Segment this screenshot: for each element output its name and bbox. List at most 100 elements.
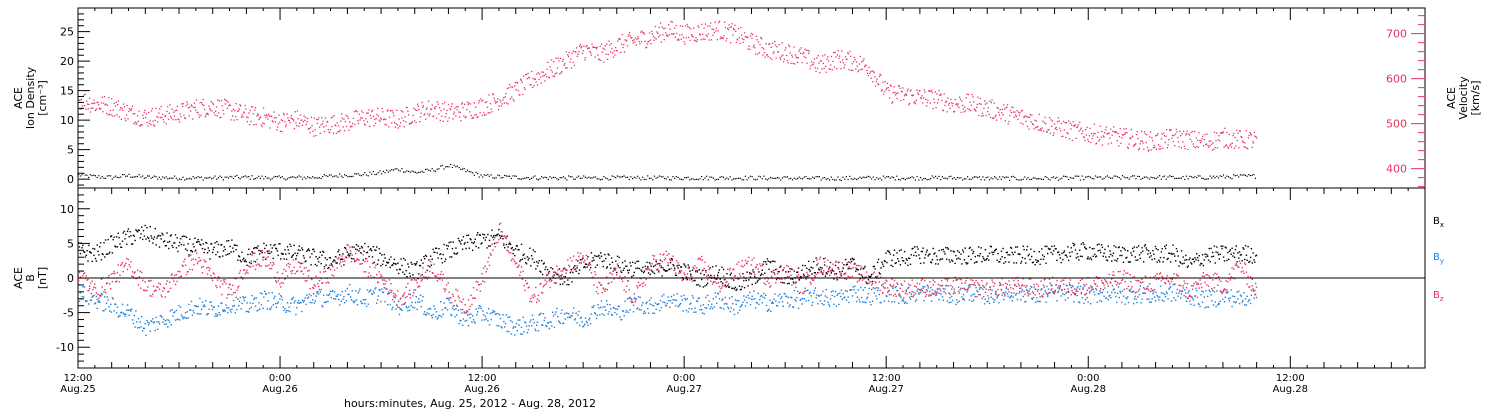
bx-point — [286, 246, 289, 248]
bx-point — [488, 245, 490, 247]
density-point — [349, 175, 351, 178]
bx-point — [996, 259, 998, 261]
by-point — [344, 290, 347, 292]
velocity-point — [86, 103, 89, 105]
by-point — [111, 297, 114, 299]
velocity-point — [572, 61, 574, 64]
velocity-point — [1199, 142, 1202, 144]
by-point — [254, 305, 257, 307]
bx-point — [862, 268, 864, 270]
bx-point — [663, 269, 666, 271]
bx-point — [718, 269, 721, 271]
bx-point — [767, 260, 769, 262]
bx-point — [663, 269, 665, 271]
density-point — [1212, 175, 1214, 177]
velocity-point — [114, 105, 117, 107]
by-point — [83, 296, 85, 298]
by-point — [544, 317, 546, 319]
by-point — [1057, 287, 1059, 289]
bx-point — [418, 273, 420, 275]
velocity-point — [1169, 129, 1171, 131]
velocity-point — [232, 115, 234, 117]
by-point — [614, 311, 616, 314]
by-point — [103, 309, 105, 312]
velocity-point — [976, 103, 978, 105]
density-point — [635, 177, 637, 179]
by-point — [173, 311, 175, 314]
by-point — [387, 291, 390, 293]
bx-point — [257, 245, 259, 247]
bx-point — [904, 262, 907, 264]
by-point — [711, 307, 714, 310]
velocity-point — [598, 59, 601, 61]
by-point — [595, 317, 598, 320]
bx-point — [941, 258, 944, 260]
by-point — [288, 306, 290, 308]
bx-point — [1239, 254, 1242, 256]
by-point — [809, 291, 811, 294]
by-point — [674, 304, 677, 307]
by-point — [691, 295, 694, 297]
by-point — [480, 307, 482, 310]
by-point — [259, 292, 262, 294]
velocity-point — [1015, 115, 1017, 118]
velocity-point — [436, 117, 438, 119]
by-point — [417, 301, 419, 303]
density-point — [246, 176, 248, 178]
velocity-point — [439, 107, 441, 109]
bx-point — [408, 266, 410, 268]
bx-point — [1006, 251, 1008, 254]
velocity-point — [903, 95, 906, 97]
by-point — [866, 296, 869, 298]
velocity-point — [1206, 133, 1208, 135]
bx-point — [594, 255, 596, 257]
by-point — [285, 311, 287, 313]
by-point — [577, 314, 579, 316]
bx-point — [435, 247, 437, 249]
bx-point — [176, 237, 178, 239]
by-point — [818, 295, 821, 297]
by-point — [462, 318, 465, 320]
bx-point — [300, 262, 302, 265]
velocity-point — [153, 124, 155, 126]
velocity-point — [967, 93, 970, 96]
velocity-point — [1050, 119, 1052, 121]
velocity-point — [883, 91, 886, 93]
bx-point — [1132, 250, 1135, 252]
velocity-point — [567, 55, 570, 58]
density-point — [1162, 176, 1164, 178]
velocity-point — [651, 30, 653, 33]
by-point — [836, 294, 838, 296]
velocity-point — [833, 66, 836, 68]
by-point — [1105, 297, 1108, 299]
velocity-point — [972, 96, 974, 98]
velocity-point — [1228, 133, 1230, 136]
density-point — [704, 177, 706, 179]
by-point — [508, 331, 510, 333]
density-point — [773, 177, 775, 179]
velocity-point — [994, 116, 996, 118]
by-point — [978, 284, 981, 287]
by-point — [153, 321, 156, 323]
density-point — [394, 168, 396, 170]
by-point — [707, 304, 710, 306]
by-point — [604, 306, 606, 308]
velocity-point — [609, 51, 612, 53]
by-point — [999, 284, 1001, 286]
density-point — [182, 176, 184, 178]
velocity-point — [348, 129, 350, 131]
velocity-point — [771, 42, 774, 44]
bx-point — [429, 255, 432, 257]
velocity-point — [1024, 115, 1026, 117]
velocity-point — [274, 121, 276, 123]
velocity-point — [1093, 133, 1095, 135]
bx-point — [470, 239, 472, 241]
by-point — [935, 294, 937, 296]
by-point — [662, 301, 664, 303]
velocity-point — [682, 25, 684, 27]
by-point — [846, 290, 848, 293]
by-point — [925, 288, 928, 291]
density-point — [1056, 176, 1058, 178]
bx-point — [1086, 258, 1088, 260]
by-point — [113, 310, 115, 312]
